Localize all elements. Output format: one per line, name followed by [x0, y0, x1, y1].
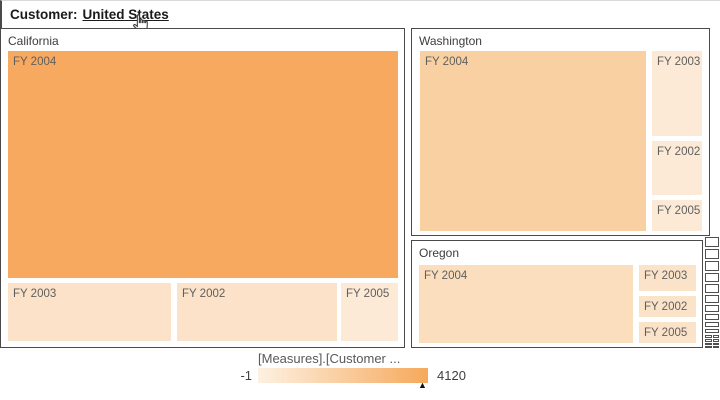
treemap-group-california: California FY 2004 FY 2003 FY 2002 FY 2005	[0, 28, 405, 348]
legend-max-value: 4120	[437, 368, 466, 383]
treemap-cell[interactable]: FY 2004	[419, 265, 633, 343]
small-items-row	[705, 284, 719, 293]
cell-label: FY 2004	[424, 270, 468, 282]
legend-pointer-icon: ▲	[418, 380, 427, 390]
treemap-cell-small[interactable]	[705, 305, 719, 312]
group-title: California	[8, 34, 59, 48]
treemap: California FY 2004 FY 2003 FY 2002 FY 2005 Wa…	[0, 28, 720, 348]
treemap-cell[interactable]: FY 2004	[420, 51, 646, 231]
header-value-link[interactable]: United States	[82, 7, 169, 22]
small-items-row	[705, 335, 719, 338]
cell-label: FY 2002	[182, 288, 226, 300]
small-items-row	[705, 273, 719, 282]
treemap-cell-small[interactable]	[712, 346, 719, 348]
treemap-small-items	[705, 237, 719, 349]
cell-label: FY 2002	[657, 146, 701, 158]
treemap-cell[interactable]: FY 2005	[652, 200, 702, 231]
small-items-row	[705, 305, 719, 312]
small-items-row	[705, 295, 719, 303]
small-items-row	[705, 329, 719, 333]
treemap-cell-small[interactable]	[705, 284, 719, 293]
cell-label: FY 2005	[346, 288, 390, 300]
legend-gradient-bar: ▲	[258, 368, 428, 390]
treemap-cell[interactable]: FY 2002	[639, 296, 696, 317]
legend-min-value: -1	[240, 368, 252, 383]
cell-label: FY 2002	[644, 301, 688, 313]
treemap-cell[interactable]: FY 2005	[341, 283, 398, 341]
group-title: Oregon	[419, 246, 460, 260]
treemap-cell-small[interactable]	[705, 343, 712, 345]
header-label: Customer:	[10, 7, 78, 22]
group-title: Washington	[419, 34, 482, 48]
small-items-row	[705, 339, 719, 342]
small-items-row	[705, 314, 719, 320]
treemap-cell[interactable]: FY 2003	[8, 283, 171, 341]
treemap-cell-small[interactable]	[712, 335, 719, 338]
drill-header: Customer: United States	[0, 0, 720, 32]
cell-label: FY 2005	[644, 327, 688, 339]
treemap-cell-small[interactable]	[705, 339, 712, 342]
treemap-cell-small[interactable]	[705, 249, 719, 259]
cell-label: FY 2003	[657, 56, 701, 68]
treemap-cell-small[interactable]	[705, 314, 719, 320]
treemap-cell-small[interactable]	[705, 273, 719, 282]
treemap-cell-small[interactable]	[705, 329, 719, 333]
small-items-row	[705, 322, 719, 327]
small-items-row	[705, 261, 719, 271]
small-items-row	[705, 343, 719, 345]
treemap-group-oregon: Oregon FY 2004 FY 2003 FY 2002 FY 2005	[411, 240, 703, 348]
treemap-cell[interactable]: FY 2003	[652, 51, 702, 136]
treemap-cell-small[interactable]	[705, 295, 719, 303]
treemap-cell-small[interactable]	[712, 343, 719, 345]
treemap-group-washington: Washington FY 2004 FY 2003 FY 2002 FY 2005	[411, 28, 710, 236]
treemap-cell[interactable]: FY 2004	[8, 51, 398, 278]
cell-label: FY 2004	[425, 56, 469, 68]
legend-title: [Measures].[Customer ...	[258, 351, 401, 366]
treemap-cell-small[interactable]	[705, 335, 712, 338]
treemap-cell[interactable]: FY 2002	[177, 283, 337, 341]
treemap-cell[interactable]: FY 2005	[639, 322, 696, 343]
treemap-cell-small[interactable]	[705, 346, 712, 348]
cell-label: FY 2003	[13, 288, 57, 300]
small-items-row	[705, 346, 719, 348]
small-items-row	[705, 249, 719, 259]
treemap-cell-small[interactable]	[705, 322, 719, 327]
treemap-cell[interactable]: FY 2003	[639, 265, 696, 291]
cell-label: FY 2004	[13, 56, 57, 68]
small-items-row	[705, 237, 719, 247]
treemap-cell-small[interactable]	[705, 237, 719, 247]
legend: -1 ▲ 4120	[230, 368, 466, 390]
cell-label: FY 2005	[657, 205, 701, 217]
cell-label: FY 2003	[644, 270, 688, 282]
treemap-cell-small[interactable]	[712, 339, 719, 342]
treemap-cell[interactable]: FY 2002	[652, 141, 702, 195]
treemap-cell-small[interactable]	[705, 261, 719, 271]
